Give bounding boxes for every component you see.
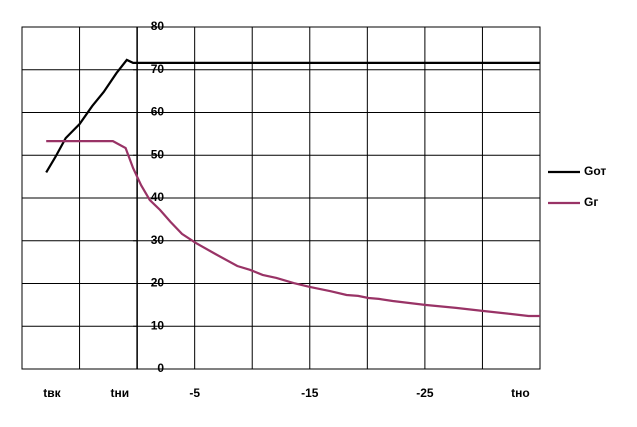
- y-tick-label: 10: [151, 318, 165, 332]
- y-tick-label: 70: [151, 62, 165, 76]
- y-tick-label: 40: [151, 190, 165, 204]
- y-tick-label: 60: [151, 105, 165, 119]
- x-tick-label: tвк: [43, 386, 61, 400]
- series-line: [46, 140, 540, 318]
- x-tick-label: -5: [189, 386, 200, 400]
- x-tick-label: tни: [111, 386, 130, 400]
- y-tick-label: 50: [151, 147, 165, 161]
- x-tick-label: -25: [416, 386, 434, 400]
- legend-label: Gот: [584, 164, 606, 178]
- x-tick-label: -15: [301, 386, 319, 400]
- legend-label: Gг: [584, 195, 598, 209]
- y-tick-label: 80: [151, 19, 165, 33]
- y-tick-label: 0: [157, 361, 164, 375]
- series-line: [45, 58, 540, 173]
- y-tick-label: 20: [151, 276, 165, 290]
- y-tick-label: 30: [151, 233, 165, 247]
- x-tick-label: tно: [511, 386, 530, 400]
